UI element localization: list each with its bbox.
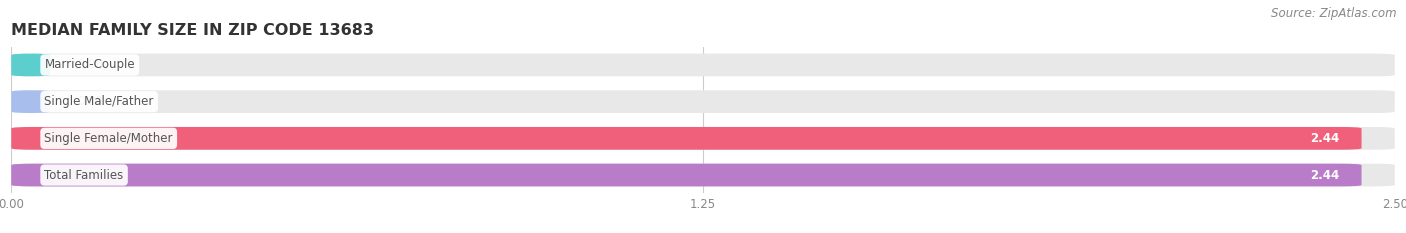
FancyBboxPatch shape: [11, 90, 51, 113]
FancyBboxPatch shape: [11, 54, 51, 76]
Text: Married-Couple: Married-Couple: [45, 58, 135, 72]
FancyBboxPatch shape: [11, 54, 1395, 76]
Text: MEDIAN FAMILY SIZE IN ZIP CODE 13683: MEDIAN FAMILY SIZE IN ZIP CODE 13683: [11, 24, 374, 38]
Text: 0.00: 0.00: [77, 95, 104, 108]
Text: 0.00: 0.00: [77, 58, 104, 72]
Text: 2.44: 2.44: [1310, 132, 1340, 145]
Text: 2.44: 2.44: [1310, 168, 1340, 182]
FancyBboxPatch shape: [11, 127, 1395, 150]
FancyBboxPatch shape: [11, 164, 1395, 186]
FancyBboxPatch shape: [11, 90, 1395, 113]
Text: Single Female/Mother: Single Female/Mother: [45, 132, 173, 145]
Text: Total Families: Total Families: [45, 168, 124, 182]
Text: Single Male/Father: Single Male/Father: [45, 95, 153, 108]
Text: Source: ZipAtlas.com: Source: ZipAtlas.com: [1271, 7, 1396, 20]
FancyBboxPatch shape: [11, 164, 1361, 186]
FancyBboxPatch shape: [11, 127, 1361, 150]
